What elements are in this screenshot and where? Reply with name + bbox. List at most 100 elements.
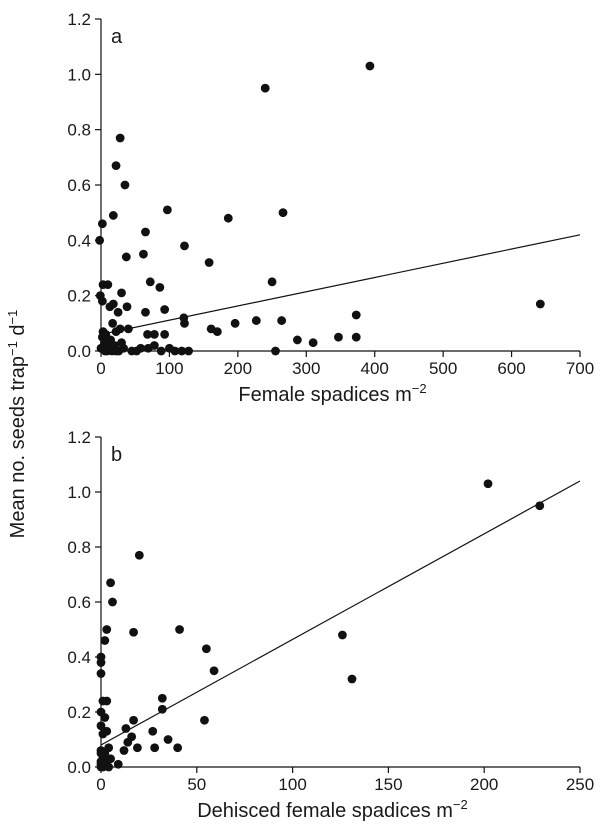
a-data-point	[111, 161, 121, 171]
a-y-tick-label: 1.2	[67, 10, 91, 29]
b-data-point	[102, 757, 112, 766]
a-x-tick-label: 600	[497, 359, 525, 378]
b-data-point	[108, 597, 117, 607]
b-data-point	[121, 724, 131, 733]
b-data-point	[129, 627, 138, 637]
b-data-point	[100, 636, 110, 645]
b-data-point	[134, 550, 144, 560]
a-data-point	[160, 330, 170, 339]
a-x-tick-label: 700	[566, 359, 594, 378]
b-x-tick-label: 200	[470, 775, 498, 794]
a-panel-label: a	[111, 26, 123, 48]
b-y-tick-label: 0.8	[67, 538, 91, 557]
a-x-tick-label: 300	[292, 359, 320, 378]
b-data-point	[173, 743, 183, 753]
panel-b: 0.0 0.2 0.4 0.6 0.8 1.0 1.2 0 50 100 150 200 250 Dehi…	[67, 428, 594, 822]
a-data-point	[230, 318, 240, 328]
y-axis-title-sup1: −1	[5, 341, 20, 356]
b-x-tick-label: 100	[278, 775, 306, 794]
a-x-axis-title: Female spadices m−2	[238, 381, 426, 406]
b-data-point	[113, 759, 123, 769]
b-data-point	[102, 696, 112, 706]
a-y-tick-label: 0.0	[67, 342, 91, 361]
b-data-point	[102, 625, 112, 634]
a-data-point	[108, 211, 118, 220]
a-data-point	[97, 296, 107, 306]
a-data-point	[351, 332, 361, 342]
a-x-axis-title-sup: −2	[412, 381, 427, 396]
a-data-point	[292, 335, 302, 345]
b-data-point	[100, 713, 110, 722]
a-data-point	[111, 346, 121, 356]
b-data-point	[157, 693, 167, 703]
a-y-tick-label: 0.8	[67, 121, 91, 140]
a-x-tick-label: 500	[429, 359, 457, 378]
a-data-point	[120, 180, 130, 190]
a-data-point	[184, 346, 193, 356]
b-x-tick-label: 50	[187, 775, 206, 794]
a-data-point	[117, 288, 126, 298]
a-data-point	[108, 318, 118, 328]
b-data-point	[483, 479, 493, 489]
a-data-point	[204, 258, 214, 267]
a-data-point	[162, 205, 172, 215]
a-x-tick-label: 100	[155, 359, 183, 378]
b-data-point	[157, 704, 167, 714]
b-data-point	[96, 721, 106, 731]
b-data-point	[119, 746, 129, 755]
b-data-point	[96, 669, 106, 678]
a-data-point	[97, 219, 107, 229]
a-x-tick-label: 0	[96, 359, 105, 378]
a-data-point	[365, 61, 375, 71]
a-data-point	[308, 338, 318, 348]
b-data-point	[338, 630, 347, 640]
a-y-tick-label: 0.6	[67, 176, 91, 195]
b-data-point	[148, 726, 158, 736]
b-data-point	[535, 501, 545, 511]
a-data-point	[277, 316, 287, 325]
a-data-point	[103, 280, 113, 289]
a-data-point	[180, 241, 189, 251]
a-y-tick-label: 1.0	[67, 65, 91, 84]
a-data-point	[149, 341, 159, 350]
b-panel-label: b	[111, 444, 122, 466]
a-data-point	[177, 346, 187, 356]
b-data-point	[129, 715, 138, 725]
a-data-point	[251, 316, 261, 325]
b-data-point	[150, 743, 160, 753]
a-data-point	[535, 299, 545, 309]
b-y-tick-label: 0.2	[67, 703, 91, 722]
a-data-point	[170, 346, 180, 356]
b-trendline	[100, 480, 581, 746]
y-axis-title-mid: d	[7, 324, 29, 341]
a-data-point	[136, 343, 146, 353]
a-data-point	[141, 227, 150, 237]
a-data-point	[180, 318, 189, 328]
a-data-point	[145, 277, 155, 287]
a-data-point	[334, 332, 343, 342]
b-x-axis-title: Dehisced female spadices m−2	[197, 797, 468, 822]
a-x-tick-label: 400	[361, 359, 389, 378]
b-data-point	[209, 666, 219, 676]
b-data-point	[123, 737, 133, 747]
b-data-point	[200, 715, 209, 725]
a-data-point	[113, 307, 123, 317]
a-data-point	[115, 324, 125, 334]
a-data-point	[278, 208, 288, 218]
a-data-point	[119, 343, 128, 353]
a-data-point	[139, 249, 148, 259]
a-x-axis-title-main: Female spadices m	[238, 384, 411, 406]
panel-a: 0.0 0.2 0.4 0.6 0.8 1.0 1.2 0 100 200 300 400 500 600…	[67, 10, 594, 406]
a-data-point	[141, 307, 150, 317]
a-data-point	[156, 346, 166, 356]
b-x-tick-label: 150	[374, 775, 402, 794]
a-data-point	[155, 282, 165, 292]
y-axis-title: Mean no. seeds trap−1 d−1	[5, 310, 29, 539]
a-y-tick-label: 0.2	[67, 287, 91, 306]
b-y-tick-label: 1.0	[67, 483, 91, 502]
a-x-tick-label: 200	[224, 359, 252, 378]
y-axis-title-sup2: −1	[5, 310, 20, 325]
b-x-axis-title-sup: −2	[453, 797, 468, 812]
a-data-point	[271, 346, 280, 356]
b-data-point	[175, 625, 184, 634]
